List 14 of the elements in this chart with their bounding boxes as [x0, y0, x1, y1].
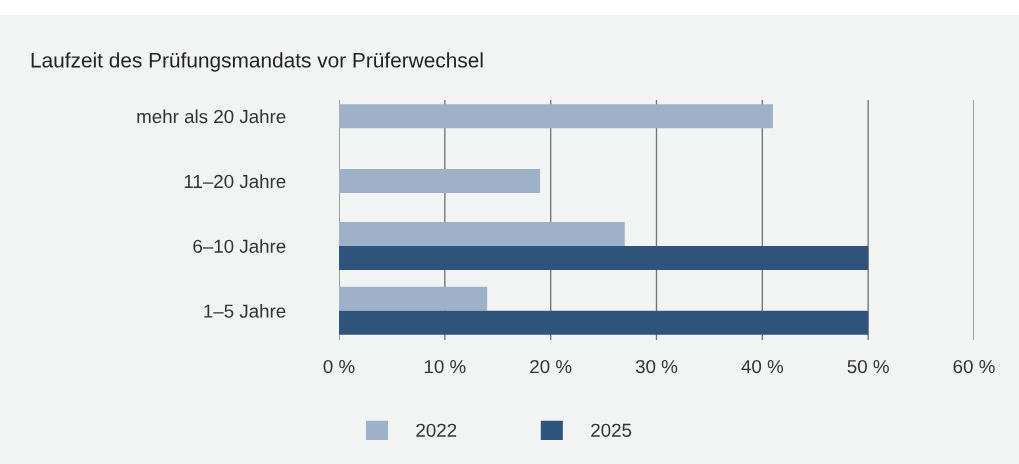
y-tick-label: 1–5 Jahre [204, 304, 286, 318]
x-tick-label: 40 % [741, 359, 784, 374]
y-tick-label: 11–20 Jahre [184, 174, 286, 189]
legend-label: 2022 [416, 423, 457, 437]
x-tick-label: 10 % [424, 359, 466, 374]
x-tick-label: 20 % [530, 359, 572, 374]
x-tick-label: 60 % [953, 359, 995, 374]
legend-label: 2025 [591, 423, 632, 437]
chart-title: Laufzeit des Prüfungsmandats vor Prüferwechsel [31, 52, 483, 72]
y-tick-label: mehr als 20 Jahre [137, 109, 286, 124]
x-tick-label: 50 % [847, 359, 889, 374]
x-tick-label: 0 % [323, 359, 355, 374]
x-tick-label: 30 % [635, 359, 678, 374]
y-tick-label: 6–10 Jahre [193, 239, 286, 253]
